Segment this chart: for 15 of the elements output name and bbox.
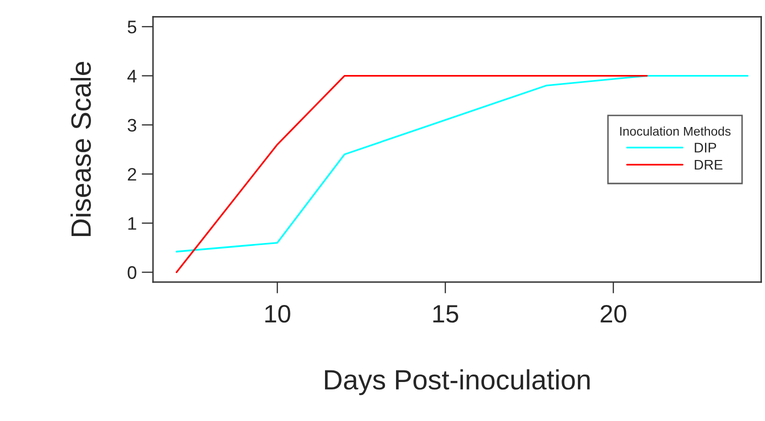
legend-title: Inoculation Methods — [620, 126, 731, 136]
legend-label: DIP — [694, 142, 716, 152]
y-tick-label: 2 — [128, 168, 136, 181]
line-series — [176, 74, 749, 252]
y-axis-title: Disease Scale — [70, 62, 91, 236]
x-axis-title: Days Post-inoculation — [325, 369, 590, 396]
y-tick-label: 1 — [128, 217, 136, 230]
y-tick-label: 3 — [128, 118, 136, 132]
y-tick-label: 0 — [128, 266, 136, 279]
x-tick-label: 20 — [600, 304, 626, 323]
legend-label: DRE — [694, 160, 722, 170]
x-tick-label: 15 — [433, 305, 458, 323]
x-tick-label: 10 — [265, 304, 290, 323]
y-tick-label: 5 — [128, 20, 136, 34]
y-tick-label: 4 — [127, 70, 136, 82]
